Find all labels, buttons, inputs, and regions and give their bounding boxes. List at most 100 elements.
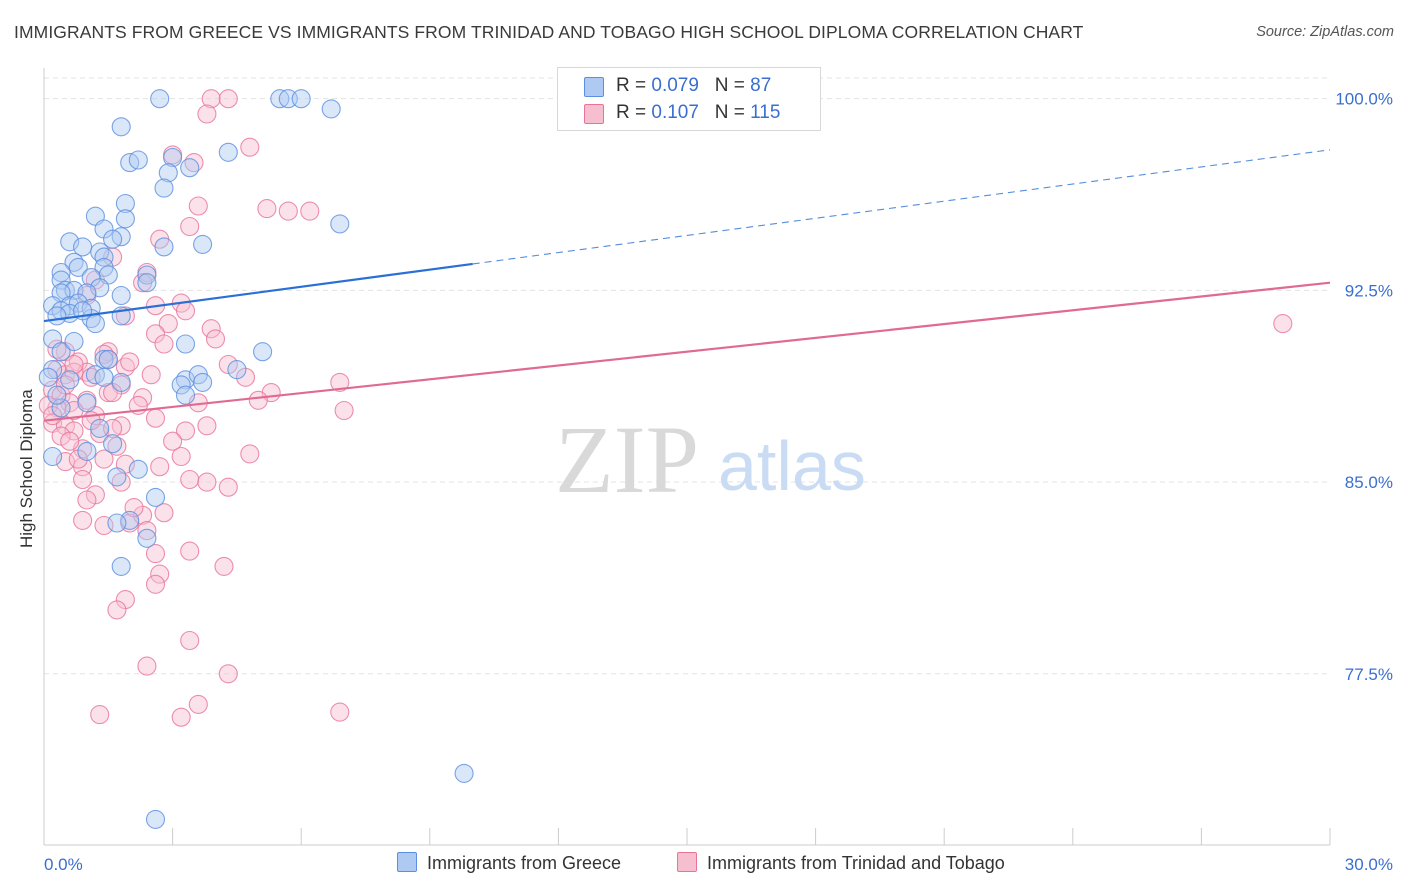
greece-point bbox=[128, 150, 148, 170]
x-tick-label-max: 30.0% bbox=[1345, 855, 1393, 874]
watermark-zip: ZIP bbox=[555, 406, 699, 513]
greece-point bbox=[73, 237, 93, 257]
greece-r-value: 0.079 bbox=[651, 75, 699, 96]
greece-point bbox=[145, 487, 166, 507]
greece-point bbox=[171, 375, 191, 395]
greece-point bbox=[64, 331, 84, 352]
greece-trend-line bbox=[43, 262, 473, 323]
greece-point bbox=[321, 99, 341, 119]
trinidad-point bbox=[73, 510, 93, 530]
greece-point bbox=[218, 142, 238, 162]
trinidad-point bbox=[197, 416, 217, 436]
greece-point bbox=[128, 459, 148, 479]
trinidad-point bbox=[64, 354, 84, 375]
greece-point bbox=[137, 528, 157, 548]
stats-legend: R = 0.079 N = 87 R = 0.107 N = 115 bbox=[557, 67, 821, 131]
trinidad-point bbox=[180, 469, 200, 490]
trinidad-trend-line bbox=[43, 281, 1331, 422]
trinidad-point bbox=[218, 664, 238, 684]
watermark-atlas: atlas bbox=[718, 427, 866, 505]
y-tick-label: 85.0% bbox=[1345, 473, 1393, 492]
greece-point bbox=[47, 306, 67, 326]
trinidad-point bbox=[107, 600, 127, 620]
trinidad-point bbox=[94, 449, 114, 469]
trinidad-swatch bbox=[584, 104, 604, 124]
greece-point bbox=[154, 178, 174, 198]
trinidad-point bbox=[137, 521, 157, 541]
trinidad-point bbox=[257, 199, 277, 219]
greece-point bbox=[103, 434, 123, 454]
greece-point bbox=[154, 237, 174, 257]
trinidad-point bbox=[60, 431, 80, 451]
trinidad-point bbox=[205, 329, 226, 349]
greece-point bbox=[163, 147, 183, 168]
greece-point bbox=[180, 158, 200, 178]
greece-point bbox=[107, 467, 127, 487]
source-label: Source: ZipAtlas.com bbox=[1256, 24, 1394, 40]
trinidad-point bbox=[175, 301, 196, 321]
greece-point bbox=[77, 441, 97, 461]
greece-point bbox=[103, 229, 123, 249]
trinidad-point bbox=[137, 656, 157, 676]
trinidad-point bbox=[150, 564, 170, 584]
trinidad-point bbox=[201, 89, 221, 109]
greece-point bbox=[51, 398, 71, 418]
bottom-greece-swatch bbox=[397, 852, 417, 872]
greece-trend-extension bbox=[472, 149, 1331, 265]
trinidad-point bbox=[150, 457, 170, 477]
trend-lines bbox=[43, 149, 1331, 422]
y-tick-label: 92.5% bbox=[1345, 281, 1393, 300]
greece-point bbox=[330, 214, 350, 234]
trinidad-point bbox=[1273, 314, 1293, 334]
greece-series bbox=[38, 89, 474, 829]
tick-labels: 77.5% 85.0% 92.5% 100.0% 0.0% 30.0% bbox=[44, 90, 1393, 874]
trinidad-point bbox=[188, 694, 208, 714]
trinidad-point bbox=[218, 89, 238, 109]
y-tick-label: 77.5% bbox=[1345, 665, 1393, 684]
trinidad-point bbox=[180, 630, 200, 651]
trinidad-point bbox=[73, 469, 93, 490]
trinidad-point bbox=[300, 201, 320, 221]
trinidad-point bbox=[154, 334, 174, 354]
greece-point bbox=[150, 89, 170, 109]
greece-swatch bbox=[584, 77, 604, 97]
greece-point bbox=[454, 763, 474, 783]
trinidad-point bbox=[201, 319, 221, 339]
trinidad-point bbox=[197, 104, 217, 124]
greece-point bbox=[68, 257, 88, 277]
trinidad-point bbox=[218, 477, 238, 497]
trinidad-point bbox=[334, 400, 354, 421]
trinidad-point bbox=[240, 137, 260, 157]
greece-point bbox=[60, 370, 80, 390]
greece-point bbox=[111, 285, 131, 306]
greece-point bbox=[175, 385, 196, 405]
trinidad-r-value: 0.107 bbox=[651, 102, 699, 123]
trinidad-point bbox=[158, 314, 178, 334]
x-tick-label-min: 0.0% bbox=[44, 855, 83, 874]
trinidad-point bbox=[171, 707, 191, 727]
greece-point bbox=[47, 385, 67, 405]
greece-point bbox=[90, 278, 110, 298]
trinidad-point bbox=[141, 365, 161, 385]
trinidad-point bbox=[248, 390, 268, 410]
greece-point bbox=[115, 209, 135, 229]
trinidad-point bbox=[98, 383, 118, 403]
trinidad-point bbox=[278, 201, 298, 221]
greece-point bbox=[38, 367, 58, 387]
bottom-legend-trinidad: Immigrants from Trinidad and Tobago bbox=[677, 852, 1005, 876]
trinidad-point bbox=[90, 705, 110, 725]
chart-title: IMMIGRANTS FROM GREECE VS IMMIGRANTS FRO… bbox=[14, 22, 1084, 42]
greece-point bbox=[111, 556, 131, 576]
greece-point bbox=[111, 372, 131, 392]
trinidad-point bbox=[145, 544, 166, 564]
trinidad-point bbox=[330, 372, 350, 392]
trinidad-point bbox=[171, 446, 191, 467]
trinidad-point bbox=[64, 421, 84, 441]
greece-point bbox=[77, 393, 97, 413]
greece-n-value: 87 bbox=[750, 75, 772, 96]
greece-point bbox=[137, 273, 157, 293]
trinidad-point bbox=[197, 472, 217, 492]
greece-point bbox=[111, 117, 131, 137]
y-axis-label: High School Diploma bbox=[17, 389, 36, 548]
